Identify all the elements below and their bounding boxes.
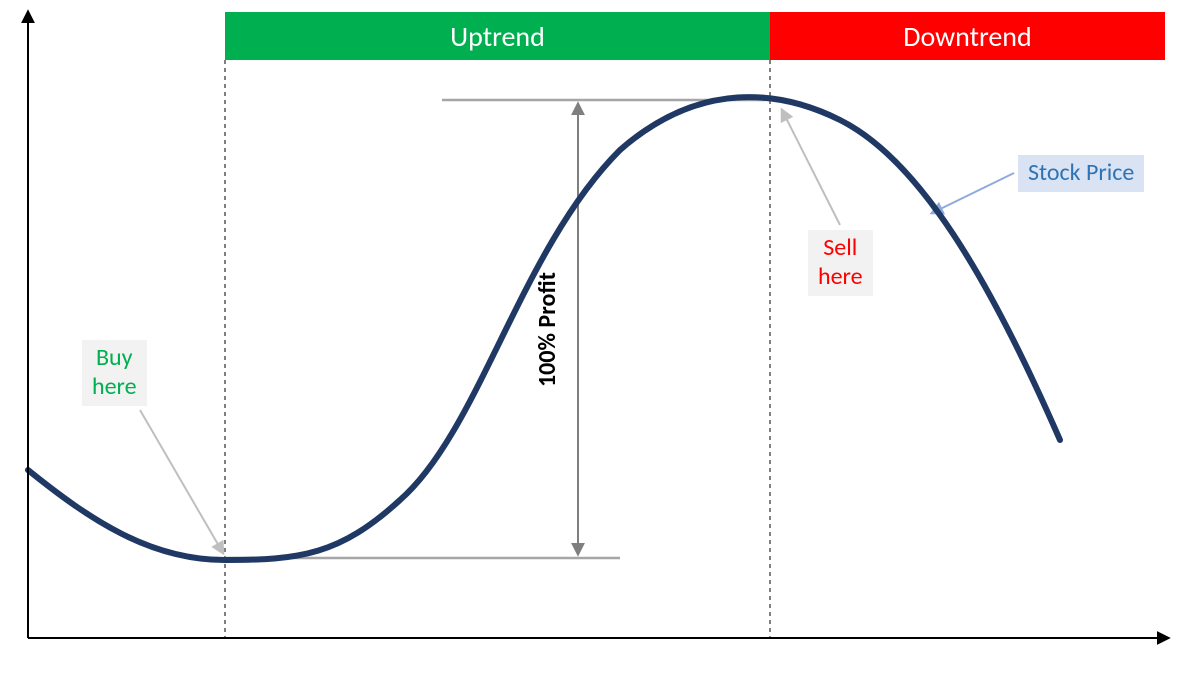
- stock-price-label: Stock Price: [1018, 155, 1144, 192]
- buy-label-line2: here: [92, 372, 137, 401]
- downtrend-banner: Downtrend: [770, 12, 1165, 60]
- profit-label: 100% Profit: [533, 272, 562, 387]
- stock-price-callout-arrow: [932, 173, 1014, 213]
- profit-text: 100% Profit: [533, 272, 562, 387]
- sell-label-line1: Sell: [823, 233, 857, 262]
- buy-label: Buy here: [82, 340, 147, 406]
- downtrend-label: Downtrend: [903, 19, 1031, 54]
- sell-label-line2: here: [818, 262, 863, 291]
- chart-svg: [0, 0, 1179, 676]
- uptrend-banner: Uptrend: [225, 12, 770, 60]
- buy-label-line1: Buy: [96, 343, 133, 372]
- sell-callout-arrow: [782, 110, 840, 225]
- stock-trend-chart: Uptrend Downtrend Buy here Sell here Sto…: [0, 0, 1179, 676]
- buy-callout-arrow: [140, 410, 223, 553]
- stock-price-text: Stock Price: [1028, 158, 1134, 187]
- sell-label: Sell here: [808, 230, 873, 296]
- uptrend-label: Uptrend: [450, 19, 545, 54]
